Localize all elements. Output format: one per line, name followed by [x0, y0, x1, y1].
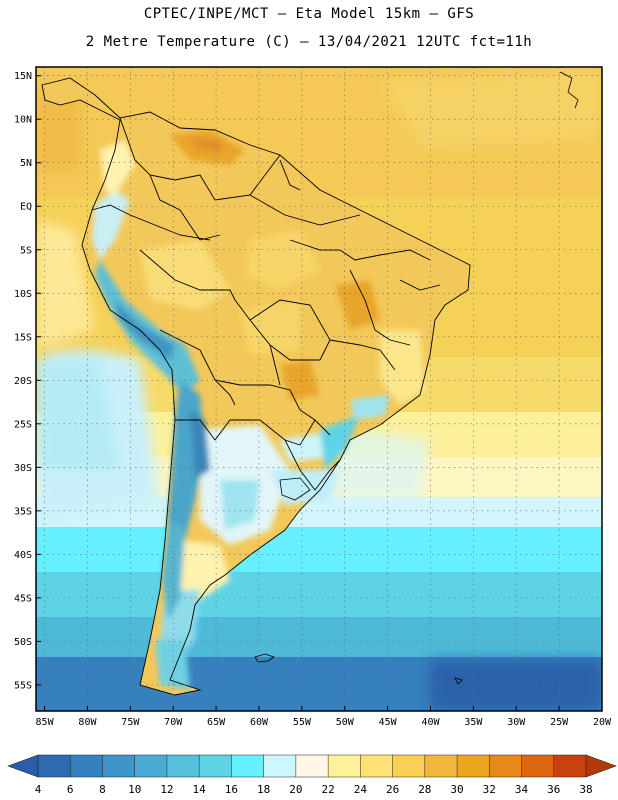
colorbar-label: 8	[99, 783, 106, 796]
colorbar-label: 16	[225, 783, 238, 796]
colorbar-segment	[295, 754, 329, 778]
lon-label: 60W	[250, 717, 269, 728]
colorbar-segment	[198, 754, 232, 778]
colorbar-label: 30	[450, 783, 463, 796]
colorbar-segment	[360, 754, 394, 778]
colorbar-label: 14	[193, 783, 207, 796]
lat-label: 20S	[14, 376, 32, 387]
colorbar-label: 12	[160, 783, 173, 796]
colorbar-label: 36	[547, 783, 560, 796]
longitude-labels: 85W 80W 75W 70W 65W 60W 55W 50W 45W 40W 35W 30W 25W 2…	[36, 706, 612, 728]
country-borders	[41, 77, 471, 696]
colorbar-label: 20	[289, 783, 302, 796]
colorbar-segment	[392, 754, 426, 778]
lat-label: 10N	[14, 115, 32, 126]
lon-label: 80W	[78, 717, 97, 728]
colorbar-segment	[327, 754, 361, 778]
islands	[254, 71, 579, 685]
temperature-field	[36, 67, 602, 711]
colorbar-label: 38	[579, 783, 592, 796]
lat-label: 5N	[20, 158, 32, 169]
colorbar-label: 26	[386, 783, 399, 796]
colorbar-segment	[424, 754, 458, 778]
lat-label: 40S	[14, 550, 32, 561]
map-subtitle: 2 Metre Temperature (C) – 13/04/2021 12U…	[85, 34, 533, 50]
lat-label: 30S	[14, 463, 32, 474]
colorbar-label: 6	[67, 783, 74, 796]
lon-label: 35W	[464, 717, 483, 728]
colorbar-label: 24	[354, 783, 368, 796]
lat-label: EQ	[20, 202, 32, 213]
lon-label: 30W	[507, 717, 526, 728]
colorbar-segment	[521, 754, 555, 778]
colorbar-segment	[37, 754, 71, 778]
lon-label: 45W	[379, 717, 398, 728]
colorbar-over-triangle	[585, 754, 617, 778]
lat-label: 15S	[14, 332, 32, 343]
lon-label: 55W	[293, 717, 312, 728]
latitude-labels: 15N 10N 5N EQ 5S 10S 15S 20S 25S 30S 35S 40S 45S 50S 5…	[14, 71, 41, 691]
colorbar-under-triangle	[7, 754, 39, 778]
lon-label: 25W	[550, 717, 569, 728]
colorbar-label: 22	[321, 783, 334, 796]
lat-label: 25S	[14, 419, 32, 430]
lat-label: 35S	[14, 506, 32, 517]
lon-label: 85W	[36, 717, 55, 728]
lon-label: 40W	[421, 717, 440, 728]
colorbar-segment	[489, 754, 523, 778]
colorbar-label: 32	[483, 783, 496, 796]
colorbar-segment	[263, 754, 297, 778]
colorbar-label: 28	[418, 783, 431, 796]
lat-label: 50S	[14, 637, 32, 648]
lon-label: 70W	[164, 717, 183, 728]
colorbar-segment	[134, 754, 168, 778]
lat-label: 5S	[20, 245, 32, 256]
lon-label: 50W	[336, 717, 355, 728]
colorbar-segment	[166, 754, 200, 778]
lat-label: 10S	[14, 289, 32, 300]
map-title: CPTEC/INPE/MCT – Eta Model 15km – GFS	[143, 6, 475, 22]
colorbar-segment	[102, 754, 136, 778]
lon-label: 20W	[593, 717, 612, 728]
colorbar-label: 18	[257, 783, 270, 796]
map-frame	[35, 66, 603, 712]
continent-landmass	[42, 78, 470, 695]
lon-label: 65W	[207, 717, 226, 728]
lat-label: 15N	[14, 71, 32, 82]
lat-lon-grid	[36, 67, 603, 711]
colorbar-label: 10	[128, 783, 141, 796]
colorbar-segment	[231, 754, 265, 778]
lat-label: 55S	[14, 680, 32, 691]
colorbar-label: 4	[35, 783, 42, 796]
color-bar: 4 6 8 10 12 14 16 18 20 22 24 26 28 30 32 34 36 38	[7, 754, 617, 796]
lon-label: 75W	[121, 717, 140, 728]
colorbar-segment	[553, 754, 587, 778]
lat-label: 45S	[14, 593, 32, 604]
colorbar-segment	[456, 754, 490, 778]
colorbar-segment	[69, 754, 104, 778]
colorbar-label: 34	[515, 783, 529, 796]
